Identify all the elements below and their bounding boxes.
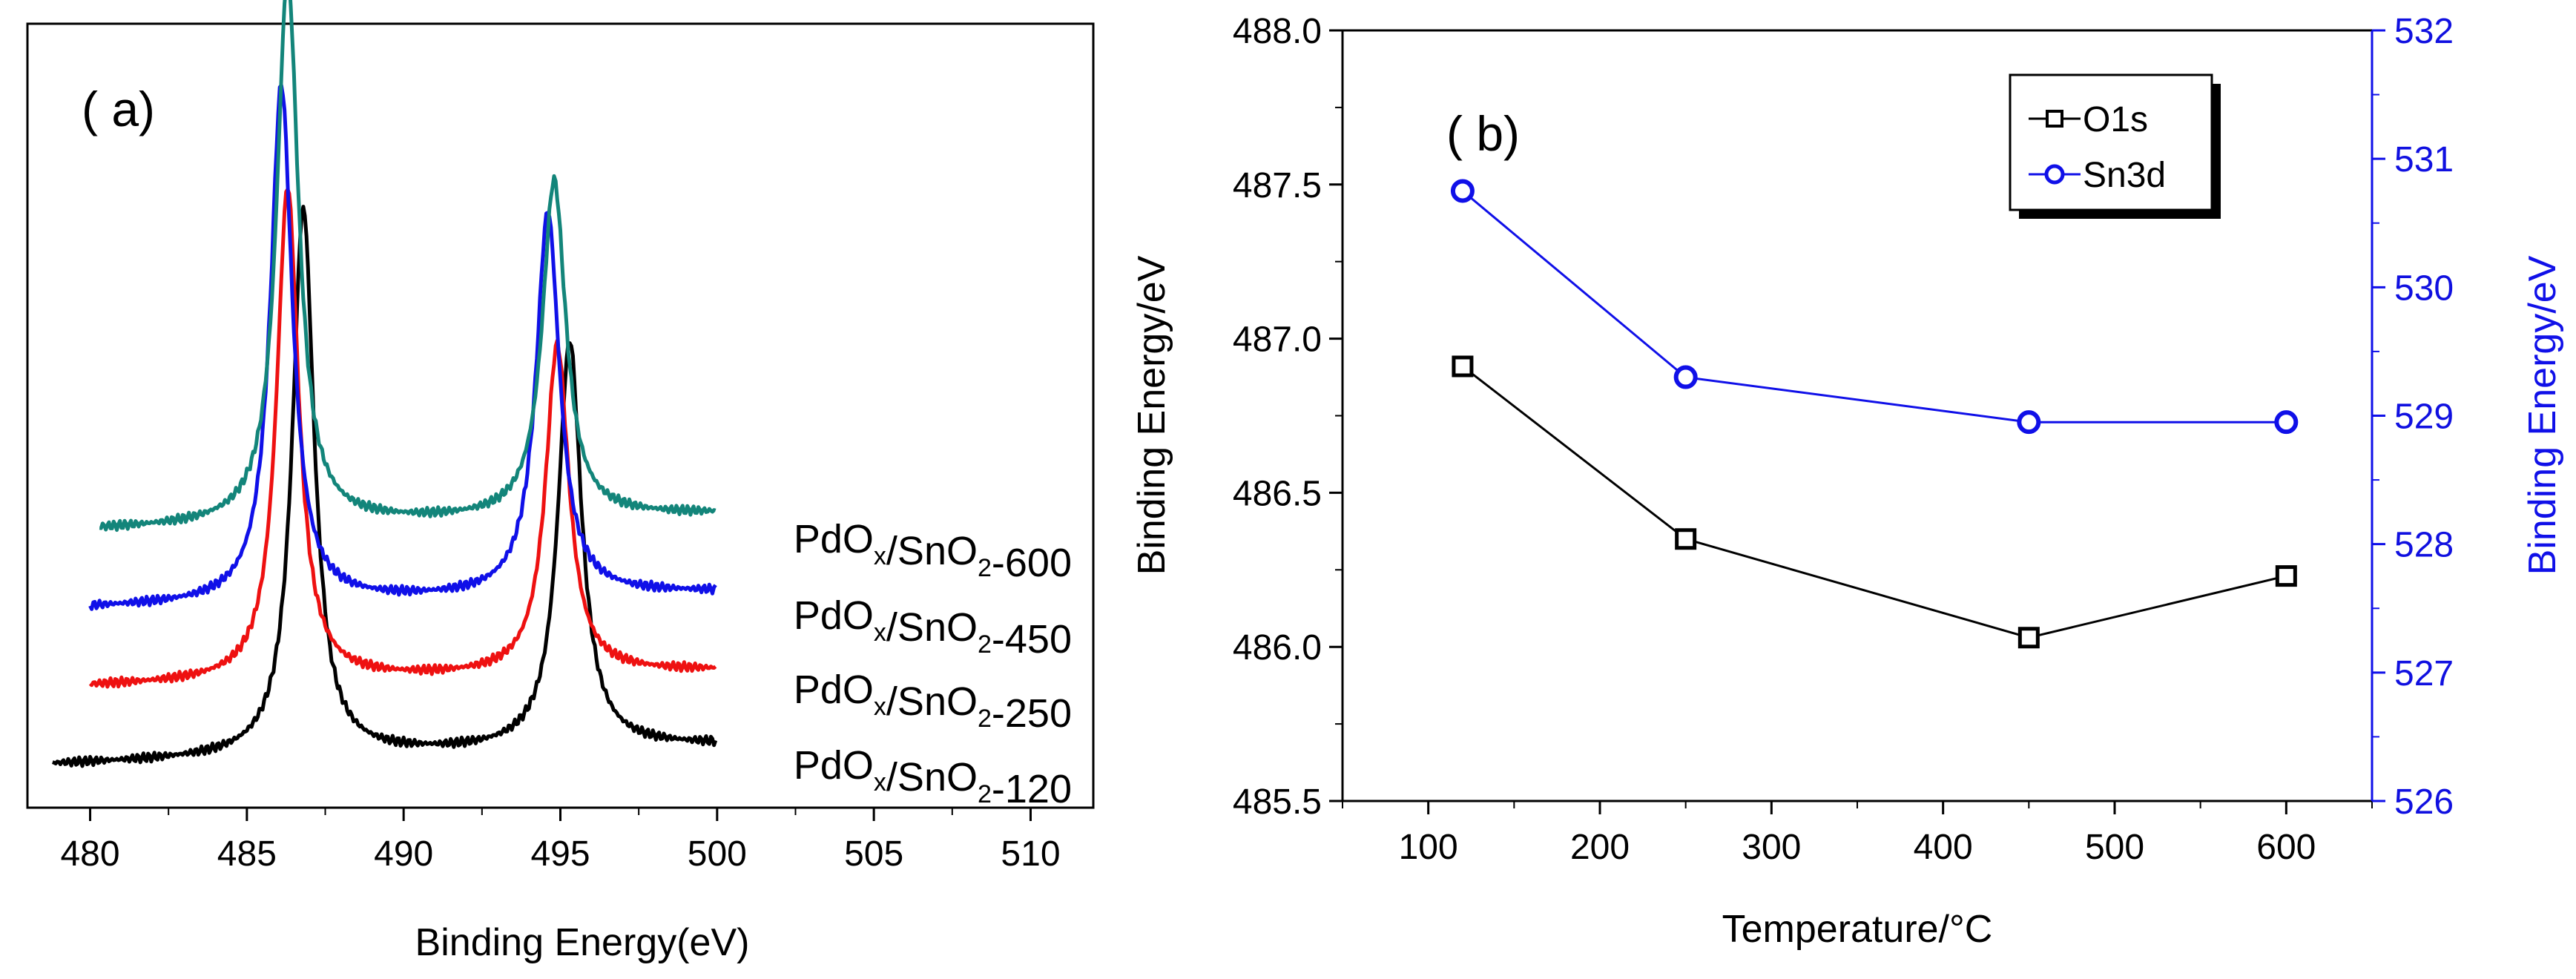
legend-item-o1s: O1s [2029, 100, 2148, 139]
panel-a-label: ( a) [82, 82, 155, 136]
point-sn3d [2274, 410, 2299, 435]
legend-box [2009, 73, 2213, 211]
panel-b-series [1450, 179, 2299, 649]
panel-b-y-tick-label-left: 487.0 [1233, 320, 1322, 360]
panel-b-y-tick-label-left: 485.5 [1233, 782, 1322, 822]
panel-b-x-tick-label: 400 [1914, 828, 1973, 867]
panel-a-x-tick-label: 505 [844, 834, 903, 874]
panel-a-x-axis-label: Binding Energy(eV) [415, 921, 750, 964]
legend-sn3d-label: Sn3d [2083, 156, 2166, 195]
series-label-450: PdOx/SnO2-450 [794, 593, 1072, 662]
line-sn3d [1461, 190, 2287, 423]
line-o1s [1461, 365, 2287, 639]
panel-b-legend: O1s Sn3d [2009, 73, 2221, 219]
panel-b-x-tick-label: 500 [2085, 828, 2144, 867]
panel-a-x-tick-label: 485 [217, 834, 277, 874]
panel-b-x-tick-label: 300 [1742, 828, 1801, 867]
panel-b-y-tick-label-right: 527 [2394, 654, 2454, 693]
series-label-250: PdOx/SnO2-250 [794, 668, 1072, 736]
panel-a-x-tick-label: 480 [60, 834, 119, 874]
panel-b-x-tick-label: 600 [2256, 828, 2316, 867]
panel-b-y-axis-label-left: Binding Energy/eV [1130, 255, 1173, 575]
point-o1s [2017, 627, 2040, 649]
panel-b-axes-ticks: 100 200 300 400 500 600 485.5 486.0 486.5 487.0 48… [1233, 12, 2454, 867]
point-o1s [2275, 565, 2297, 587]
panel-b-y-tick-label-right: 529 [2394, 398, 2454, 437]
panel-b-y-tick-label-right: 526 [2394, 782, 2454, 822]
legend-o1s-label: O1s [2083, 100, 2148, 139]
panel-a-curves [52, 0, 718, 768]
series-label-120: PdOx/SnO2-120 [794, 743, 1072, 811]
panel-a-x-axis: 480 485 490 495 500 505 510 [60, 808, 1061, 874]
panel-a-x-tick-label: 495 [530, 834, 590, 874]
point-sn3d [1450, 179, 1475, 203]
panel-a-x-tick-label: 500 [688, 834, 747, 874]
legend-item-sn3d: Sn3d [2029, 156, 2166, 195]
series-label-600: PdOx/SnO2-600 [794, 517, 1072, 585]
panel-b-y-tick-label-left: 486.5 [1233, 474, 1322, 513]
panel-b-y-tick-label-right: 528 [2394, 526, 2454, 565]
panel-b-y-axis-label-right: Binding Energy/eV [2521, 255, 2564, 575]
panel-b-binding-energy-vs-temperature: 100 200 300 400 500 600 485.5 486.0 486.5 487.0 48… [1130, 12, 2564, 951]
legend-o1s-marker [2046, 110, 2063, 128]
panel-a-x-tick-label: 490 [374, 834, 433, 874]
spectrum-curve-120 [52, 205, 718, 768]
point-sn3d [2017, 410, 2041, 435]
point-sn3d [1673, 365, 1698, 389]
panel-b-y-tick-label-left: 488.0 [1233, 12, 1322, 51]
panel-b-label: ( b) [1446, 106, 1520, 161]
panel-b-y-tick-label-left: 486.0 [1233, 628, 1322, 668]
spectrum-curve-450 [88, 83, 717, 611]
panel-b-x-axis-label: Temperature/°C [1722, 908, 1993, 951]
panel-a-x-tick-label: 510 [1001, 834, 1060, 874]
spectrum-curve-250 [88, 187, 717, 689]
point-o1s [1675, 528, 1697, 550]
panel-b-y-tick-label-right: 532 [2394, 12, 2454, 51]
panel-b-y-tick-label-right: 531 [2394, 140, 2454, 179]
spectrum-curve-600 [99, 0, 717, 533]
panel-b-y-tick-label-left: 487.5 [1233, 166, 1322, 205]
panel-a-xps-spectra: ( a) 480 485 490 495 500 505 510 PdOx/SnO2-600… [26, 0, 1095, 964]
panel-b-x-tick-label: 100 [1399, 828, 1458, 867]
legend-sn3d-marker [2044, 164, 2065, 185]
panel-b-y-tick-label-right: 530 [2394, 268, 2454, 308]
point-o1s [1452, 355, 1474, 378]
panel-b-x-tick-label: 200 [1570, 828, 1630, 867]
